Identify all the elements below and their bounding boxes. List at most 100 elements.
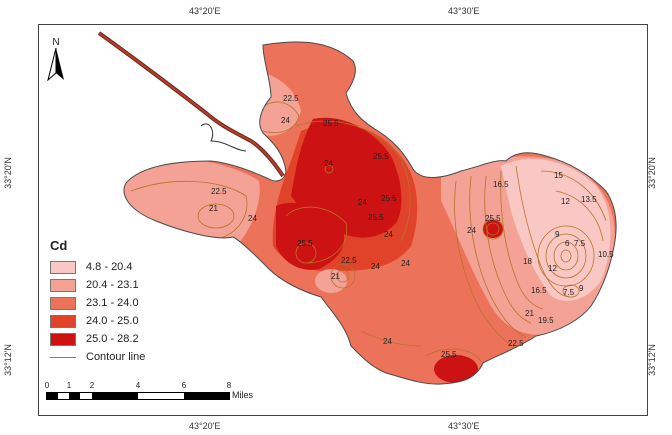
contour-label: 24 <box>383 337 392 346</box>
contour-label: 21 <box>209 204 218 213</box>
contour-label: 25.5 <box>485 214 501 223</box>
contour-line <box>285 206 348 264</box>
legend-swatch <box>50 260 76 274</box>
scale-tick: 4 <box>135 381 141 390</box>
north-arrow: N <box>44 38 68 87</box>
contour-label: 24 <box>401 259 410 268</box>
contour-line <box>553 241 579 271</box>
contour-label: 21 <box>525 309 534 318</box>
contour-line <box>295 242 317 264</box>
contour-label: 12 <box>548 264 557 273</box>
contour-label: 22.5 <box>508 339 524 348</box>
contour-line <box>360 330 422 347</box>
legend-label: 24.0 - 25.0 <box>86 315 139 327</box>
contour-labels: 22.5 24 25.5 24 25.5 25.5 22.5 21 24 24 … <box>209 94 614 359</box>
contour-label: 25.5 <box>441 350 457 359</box>
legend-row: 4.8 - 20.4 <box>50 258 145 276</box>
contour-line <box>540 170 607 222</box>
scale-tick: 2 <box>89 381 95 390</box>
scale-units: Miles <box>232 390 254 400</box>
contour-line <box>295 120 411 242</box>
contour-line <box>562 284 580 298</box>
contour-line <box>197 203 235 229</box>
contour-line <box>336 269 350 283</box>
legend-label: 4.8 - 20.4 <box>86 261 133 273</box>
legend-row: 23.1 - 24.0 <box>50 294 145 312</box>
contour-label: 25.5 <box>323 119 339 128</box>
legend-label: 23.1 - 24.0 <box>86 297 139 309</box>
contour-line <box>500 170 544 310</box>
contour-label: 18 <box>523 257 532 266</box>
contour-label: 7.5 <box>574 239 586 248</box>
scale-tick: 1 <box>66 381 72 390</box>
contour-label: 16.5 <box>493 180 509 189</box>
contour-label: 6 <box>565 239 570 248</box>
coord-top-right: 43°30'E <box>448 6 480 16</box>
contour-label: 7.5 <box>563 288 575 297</box>
legend-label: 20.4 - 23.1 <box>86 279 139 291</box>
contour-line <box>486 222 500 236</box>
legend-row: 20.4 - 23.1 <box>50 276 145 294</box>
north-letter: N <box>52 37 60 48</box>
coord-bottom-right: 43°30'E <box>448 421 480 431</box>
contour-label: 25.5 <box>297 239 313 248</box>
contour-line <box>515 165 570 298</box>
contour-label: 9 <box>555 230 560 239</box>
legend-label: 25.0 - 28.2 <box>86 333 139 345</box>
legend-row: 25.0 - 28.2 <box>50 330 145 348</box>
contour-line <box>555 190 604 242</box>
contour-label: 24 <box>371 262 380 271</box>
coord-top-left: 43°20'E <box>189 6 221 16</box>
contour-label: 10.5 <box>598 250 614 259</box>
contour-label: 24 <box>324 159 333 168</box>
contour-line-swatch <box>50 351 76 364</box>
contour-label: 22.5 <box>283 94 299 103</box>
contour-label: 24 <box>358 198 367 207</box>
contour-label: 24 <box>384 230 393 239</box>
contour-line <box>469 175 527 338</box>
coord-left-upper: 33°20'N <box>2 157 13 189</box>
scale-tick: 6 <box>181 381 187 390</box>
river-channel-inner <box>98 32 284 177</box>
contour-label: 12 <box>561 197 570 206</box>
zone-south-max <box>434 355 478 383</box>
contour-line <box>130 180 248 240</box>
legend: Cd 4.8 - 20.4 20.4 - 23.1 23.1 - 24.0 24… <box>50 238 145 366</box>
scale-tick: 8 <box>226 381 232 390</box>
coord-right-upper: 33°20'N <box>646 157 657 189</box>
contour-line <box>425 348 482 362</box>
scale-tick: 0 <box>44 381 50 390</box>
contour-label: 25.5 <box>373 152 389 161</box>
north-arrow-icon <box>47 47 64 82</box>
contour-label: 21 <box>331 272 340 281</box>
contour-label: 22.5 <box>341 256 357 265</box>
contour-label: 22.5 <box>211 187 227 196</box>
zone-west-lobe <box>124 151 260 246</box>
contour-label: 24 <box>281 116 290 125</box>
contour-label: 16.5 <box>531 286 547 295</box>
zone-east-max <box>483 220 503 238</box>
zone-east-low <box>501 158 611 301</box>
zone-southwest-max <box>276 202 345 270</box>
contour-label: 19.5 <box>538 316 554 325</box>
contour-line <box>454 180 522 352</box>
legend-row: 24.0 - 25.0 <box>50 312 145 330</box>
legend-swatch <box>50 296 76 310</box>
contour-label: 15 <box>554 171 563 180</box>
contour-label: 13.5 <box>581 195 597 204</box>
legend-swatch <box>50 278 76 292</box>
coord-right-lower: 33°12'N <box>646 344 657 376</box>
contour-label: 24 <box>248 214 257 223</box>
legend-swatch <box>50 314 76 328</box>
contour-line <box>482 218 504 240</box>
legend-contour-label: Contour line <box>86 351 146 363</box>
legend-row-contour: Contour line <box>50 348 145 366</box>
contour-label: 25.5 <box>368 213 384 222</box>
coord-bottom-left: 43°20'E <box>189 421 221 431</box>
scale-bar-segments <box>46 392 230 400</box>
legend-swatch <box>50 332 76 346</box>
contour-line <box>484 175 532 324</box>
map-frame: 22.5 24 25.5 24 25.5 25.5 22.5 21 24 24 … <box>38 24 648 416</box>
scale-bar: 0 1 2 4 6 8 Miles <box>44 381 286 411</box>
contour-label: 25.5 <box>381 194 397 203</box>
